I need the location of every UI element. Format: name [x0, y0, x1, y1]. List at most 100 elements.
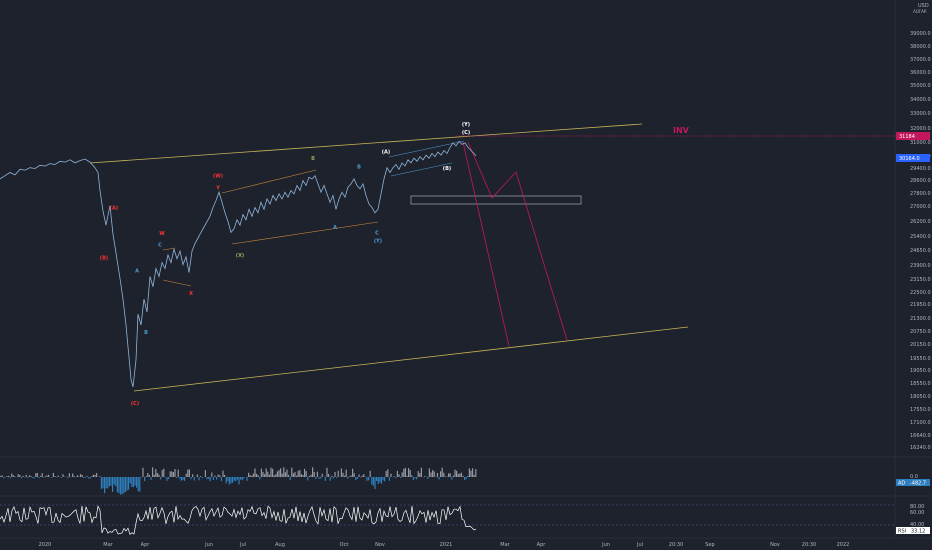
- ad-bar: [265, 468, 267, 477]
- ad-bar: [328, 474, 330, 477]
- ad-bar: [448, 473, 450, 477]
- ad-bar: [144, 477, 146, 482]
- time-axis[interactable]: 2020 Mar Apr Jun Jul Aug Oct Nov 2021 Mar Apr Jun Ju…: [39, 542, 850, 548]
- time-tick-label: Aug: [275, 542, 285, 548]
- ad-label: AD: [898, 481, 905, 487]
- currency-label: USD: [918, 3, 929, 9]
- ad-bar: [192, 474, 194, 477]
- ad-bar: [142, 467, 144, 477]
- time-tick-label: Sep: [705, 542, 714, 548]
- drawing-tools[interactable]: [89, 123, 895, 392]
- ad-bar: [219, 475, 221, 477]
- ad-bar: [441, 467, 443, 477]
- ad-bar: [27, 477, 29, 478]
- ad-bar: [400, 477, 402, 478]
- ad-bar: [41, 473, 43, 477]
- ad-bar: [206, 477, 208, 480]
- ad-bar: [188, 469, 190, 477]
- ad-bar: [179, 477, 181, 479]
- ad-bar: [212, 477, 214, 480]
- price-tick-label: 18050.0: [910, 394, 931, 400]
- ad-bar: [329, 477, 331, 481]
- ad-bar: [96, 473, 98, 477]
- rsi-tick-60: 60.00: [910, 510, 924, 516]
- ad-bar: [252, 473, 254, 477]
- wave-label: C: [158, 242, 162, 248]
- w-channel-lower: [231, 221, 379, 245]
- price-tick-label: 16640.0: [910, 433, 931, 439]
- wave-label: Y: [215, 186, 220, 192]
- price-axis[interactable]: 39000.0 38000.0 37000.0 36000.0 35000.0 34000…: [910, 31, 931, 451]
- ad-bar: [155, 469, 157, 477]
- price-tick-label: 23150.0: [910, 277, 931, 283]
- price-tick-label: 21950.0: [910, 302, 931, 308]
- ad-bar: [32, 477, 34, 478]
- ad-bar: [248, 472, 250, 477]
- ad-bar: [88, 477, 90, 479]
- ad-bar: [120, 477, 122, 495]
- ad-bar: [216, 477, 218, 480]
- time-tick-label: Mar: [103, 542, 113, 548]
- ad-bar: [180, 477, 182, 481]
- ad-bar: [262, 471, 264, 477]
- ad-bar: [283, 467, 285, 477]
- ad-bar: [113, 477, 115, 485]
- ad-bar: [128, 477, 130, 490]
- ad-bar: [280, 468, 282, 477]
- price-tick-label: 34000.0: [910, 97, 931, 103]
- ad-bar: [424, 476, 426, 477]
- ad-bar: [451, 477, 453, 480]
- time-tick-label: Apr: [537, 542, 547, 548]
- ad-bar: [318, 477, 320, 479]
- ad-bar: [432, 470, 434, 477]
- ad-bar: [379, 477, 381, 483]
- ad-bar: [371, 477, 373, 485]
- ad-bar: [177, 469, 179, 477]
- time-tick-label: Jun: [601, 542, 610, 548]
- price-tick-label: 20150.0: [910, 342, 931, 348]
- ad-bar: [140, 477, 142, 478]
- ad-bar: [99, 476, 101, 477]
- ad-bar: [182, 477, 184, 481]
- wave-label: B: [144, 330, 148, 336]
- ad-bar: [60, 477, 62, 478]
- wave-label: (C): [131, 401, 139, 407]
- ad-bar: [467, 475, 469, 477]
- ad-bar: [254, 468, 256, 477]
- ad-bar: [460, 472, 462, 477]
- price-tick-label: 35000.0: [910, 83, 931, 89]
- ad-bar: [198, 477, 200, 481]
- ad-bar: [81, 474, 83, 477]
- ad-bar: [292, 473, 294, 477]
- ad-bar: [73, 476, 75, 477]
- ad-bar: [112, 477, 114, 492]
- ad-bar: [132, 477, 134, 488]
- ad-bar: [115, 477, 117, 487]
- ad-bar: [20, 477, 22, 479]
- ad-bar: [220, 477, 222, 482]
- ad-bar: [40, 476, 42, 477]
- ad-bar: [352, 468, 354, 477]
- price-series[interactable]: [0, 140, 477, 388]
- ad-bar: [209, 477, 211, 482]
- ad-bar: [139, 477, 141, 492]
- ad-bar: [452, 475, 454, 477]
- time-tick-label: 2021: [440, 542, 453, 548]
- ad-bar: [148, 475, 150, 477]
- rsi-label: RSI: [898, 529, 906, 535]
- ad-bar: [147, 473, 149, 477]
- ad-bar: [161, 470, 163, 477]
- ad-bar: [137, 477, 139, 492]
- wave-label: C: [375, 230, 379, 236]
- price-tick-label: 28600.0: [910, 178, 931, 184]
- rsi-series[interactable]: [0, 505, 477, 536]
- ad-bar: [291, 467, 293, 477]
- price-tick-label: 24650.0: [910, 248, 931, 254]
- inv-label: INV: [673, 126, 690, 135]
- ad-bar: [369, 470, 371, 477]
- ad-indicator-bars[interactable]: [0, 467, 477, 495]
- current-price-tag-text: 30164.0: [899, 156, 920, 162]
- ad-bar: [76, 475, 78, 477]
